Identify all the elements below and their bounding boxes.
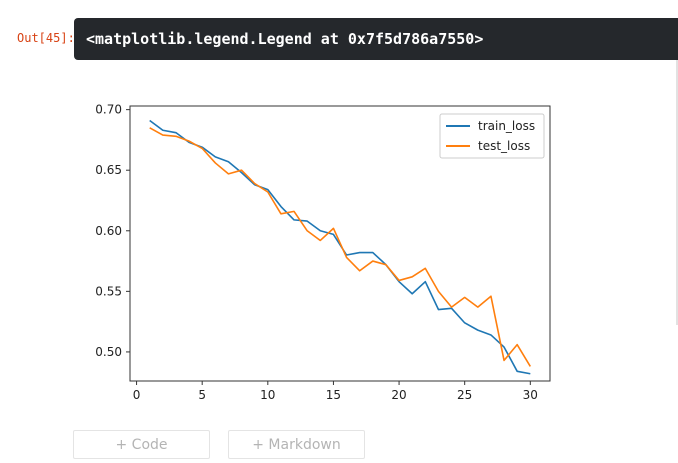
- x-tick-label: 5: [198, 388, 206, 402]
- x-tick-label: 10: [260, 388, 275, 402]
- scrollbar-edge: [676, 60, 678, 325]
- x-tick-label: 0: [133, 388, 141, 402]
- y-tick-label: 0.60: [95, 224, 122, 238]
- x-tick-label: 30: [523, 388, 538, 402]
- legend: train_loss test_loss: [439, 113, 545, 159]
- output-prompt: Out[45]:: [17, 31, 75, 45]
- series-line-test-loss: [149, 127, 531, 367]
- add-code-button[interactable]: + Code: [73, 430, 210, 459]
- legend-label: test_loss: [478, 139, 530, 153]
- y-tick-label: 0.55: [95, 284, 122, 298]
- x-tick-label: 25: [457, 388, 472, 402]
- x-tick-label: 20: [391, 388, 406, 402]
- y-tick-label: 0.70: [95, 103, 122, 117]
- y-tick-label: 0.65: [95, 163, 122, 177]
- x-tick-label: 15: [326, 388, 341, 402]
- y-tick-label: 0.50: [95, 345, 122, 359]
- legend-label: train_loss: [478, 119, 535, 133]
- output-text: <matplotlib.legend.Legend at 0x7f5d786a7…: [74, 18, 678, 60]
- add-markdown-button[interactable]: + Markdown: [228, 430, 365, 459]
